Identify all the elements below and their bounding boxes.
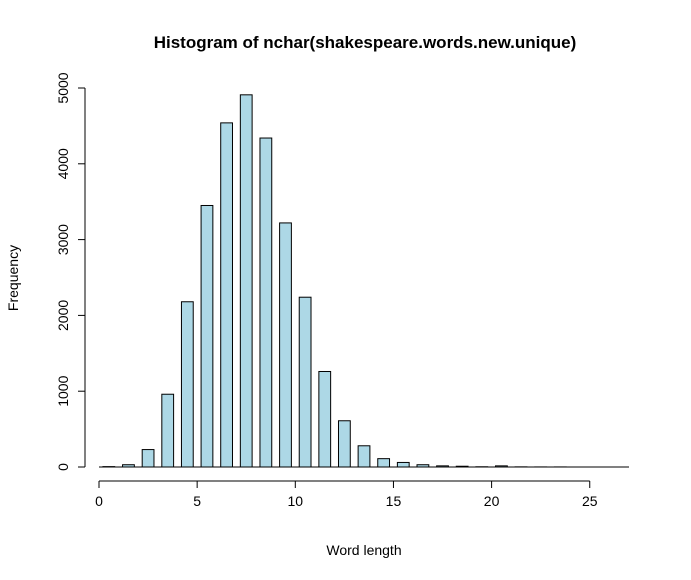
- histogram-bar: [357, 445, 371, 468]
- histogram-bar: [180, 301, 194, 468]
- x-axis-label: Word length: [326, 542, 401, 558]
- histogram-bar: [396, 461, 410, 468]
- histogram-bar: [337, 420, 351, 468]
- y-tick-label: 2000: [55, 300, 71, 331]
- histogram-bar: [200, 204, 214, 468]
- y-axis-label: Frequency: [5, 245, 21, 311]
- y-tick-label: 5000: [55, 72, 71, 103]
- x-tick-label: 25: [582, 493, 598, 509]
- x-axis: 0 5 10 15 20 25: [95, 480, 598, 509]
- bars-group: [99, 94, 630, 468]
- histogram-bar: [220, 122, 233, 468]
- x-tick-label: 20: [484, 493, 500, 509]
- chart-title: Histogram of nchar(shakespeare.words.new…: [154, 33, 577, 52]
- x-tick-label: 15: [386, 493, 402, 509]
- histogram-bar: [318, 370, 332, 468]
- x-tick-label: 5: [193, 493, 201, 509]
- y-axis: 0 1000 2000 3000 4000 5000: [55, 72, 86, 471]
- x-tick-label: 0: [95, 493, 103, 509]
- y-tick-label: 1000: [55, 375, 71, 406]
- histogram-bar: [279, 222, 292, 468]
- y-tick-label: 0: [55, 463, 71, 471]
- y-tick-label: 3000: [55, 224, 71, 255]
- histogram-bar: [377, 458, 391, 468]
- y-tick-label: 4000: [55, 148, 71, 179]
- histogram-bar: [141, 449, 155, 468]
- histogram-bar: [259, 137, 273, 468]
- histogram-bar: [298, 296, 312, 468]
- x-tick-label: 10: [288, 493, 304, 509]
- histogram-bar: [239, 94, 253, 468]
- histogram-bar: [161, 393, 175, 468]
